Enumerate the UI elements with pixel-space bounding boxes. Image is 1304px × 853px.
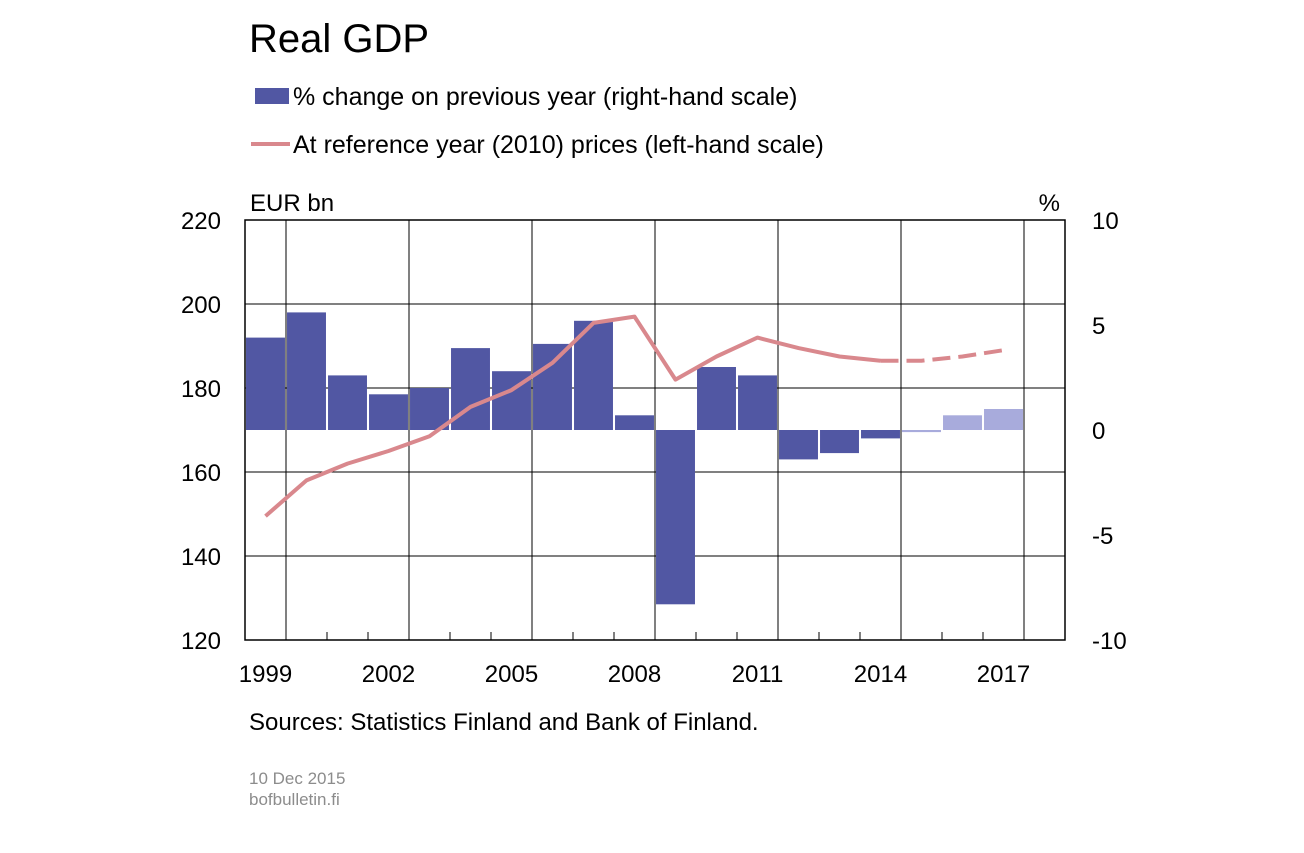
bar-2000 — [287, 312, 326, 430]
left-axis-unit: EUR bn — [250, 190, 334, 217]
x-tick-label: 1999 — [239, 661, 292, 688]
bar-2010 — [697, 367, 736, 430]
bar-1999 — [246, 337, 285, 430]
legend-label-line: At reference year (2010) prices (left-ha… — [293, 131, 824, 159]
bar-2016 — [943, 415, 982, 430]
bar-2002 — [369, 394, 408, 430]
left-axis-ticks: 120 140 160 180 200 220 — [181, 208, 221, 655]
bar-2011 — [738, 375, 777, 430]
right-tick-label: 0 — [1092, 418, 1105, 445]
source-note: Sources: Statistics Finland and Bank of … — [249, 709, 759, 736]
line-series — [264, 314, 1004, 518]
right-tick-label: 5 — [1092, 313, 1105, 340]
right-tick-label: 10 — [1092, 208, 1119, 235]
right-axis-unit: % — [1039, 190, 1060, 217]
bar-2001 — [328, 375, 367, 430]
bar-2017 — [984, 409, 1023, 430]
left-tick-label: 120 — [181, 628, 221, 655]
footer-date: 10 Dec 2015 — [249, 769, 346, 788]
legend-label-bars: % change on previous year (right-hand sc… — [293, 83, 797, 111]
left-tick-label: 140 — [181, 544, 221, 571]
x-axis-ticks: 1999 2002 2005 2008 2011 2014 2017 — [239, 632, 1030, 688]
left-tick-label: 180 — [181, 376, 221, 403]
x-tick-label: 2014 — [854, 661, 907, 688]
bar-2015 — [902, 430, 941, 433]
bar-2006 — [533, 343, 572, 430]
bar-2003 — [410, 388, 449, 430]
right-tick-label: -5 — [1092, 523, 1113, 550]
bar-2013 — [820, 430, 859, 454]
gdp-level-forecast-line — [880, 348, 1004, 363]
bar-2012 — [779, 430, 818, 460]
bar-series — [246, 312, 1023, 605]
x-tick-label: 2008 — [608, 661, 661, 688]
left-tick-label: 220 — [181, 208, 221, 235]
legend: % change on previous year (right-hand sc… — [251, 83, 824, 159]
gdp-level-line — [264, 314, 881, 518]
footer-site: bofbulletin.fi — [249, 790, 340, 809]
x-tick-label: 2011 — [732, 661, 784, 688]
x-tick-label: 2017 — [977, 661, 1030, 688]
right-axis-ticks: -10 -5 0 5 10 — [1092, 208, 1127, 655]
right-tick-label: -10 — [1092, 628, 1127, 655]
left-tick-label: 160 — [181, 460, 221, 487]
bar-2014 — [861, 430, 900, 439]
bar-2008 — [615, 415, 654, 430]
legend-swatch-bars — [255, 88, 289, 104]
chart-title: Real GDP — [249, 17, 429, 61]
bar-2007 — [574, 320, 613, 430]
x-tick-label: 2005 — [485, 661, 538, 688]
gridlines — [245, 219, 1065, 641]
bar-2009 — [656, 430, 695, 605]
left-tick-label: 200 — [181, 292, 221, 319]
x-tick-label: 2002 — [362, 661, 415, 688]
